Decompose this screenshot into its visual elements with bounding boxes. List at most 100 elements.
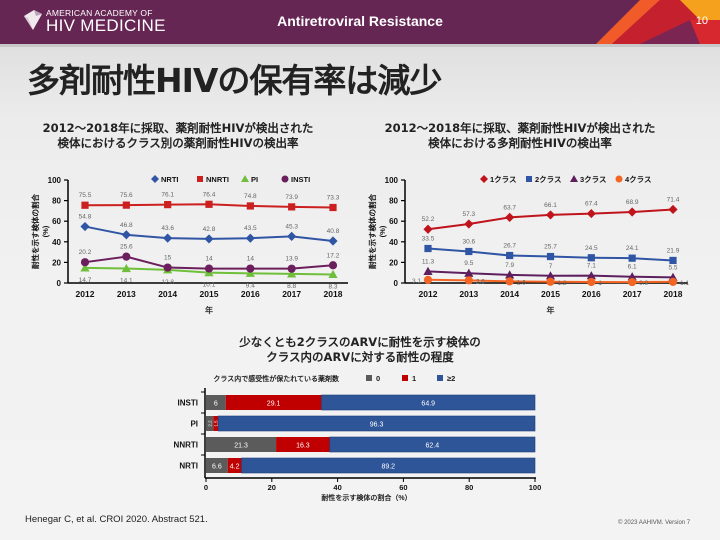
right-x-tick-label: 2015 — [541, 289, 560, 299]
left-point-INSTI-2014 — [163, 263, 172, 272]
left-y-tick-label: 40 — [52, 238, 61, 247]
right-point-2クラス-2013 — [465, 247, 473, 256]
right-point-2クラス-2016 — [587, 254, 595, 262]
left-x-tick-label: 2014 — [158, 289, 177, 299]
left-data-label-NRTI-2012: 54.8 — [79, 214, 92, 221]
left-x-tick-label: 2017 — [282, 289, 301, 299]
bar-data-label-INSTI-1: 29.1 — [267, 401, 281, 408]
left-chart-title-line2: 検体におけるクラス別の薬剤耐性HIVの検出率 — [57, 136, 299, 150]
left-legend-marker-3 — [281, 175, 289, 183]
decor-stripe-orange — [596, 0, 660, 44]
bar-data-label-NRTI-1: 4.2 — [230, 464, 240, 471]
left-point-INSTI-2013 — [122, 252, 131, 261]
slide-title: 多剤耐性HIVの保有率は減少 — [27, 61, 442, 100]
right-point-4クラス-2017 — [628, 277, 637, 287]
left-y-tick-label: 100 — [48, 176, 62, 185]
right-point-3クラス-2013 — [464, 268, 474, 277]
left-data-label-NRTI-2018: 40.8 — [327, 228, 340, 235]
left-data-label-NNRTI-2015: 76.4 — [203, 191, 216, 198]
bar-segment-NNRTI-0 — [206, 437, 277, 452]
left-point-PI-2017 — [287, 269, 297, 278]
left-point-NRTI-2013 — [121, 230, 131, 240]
right-chart-title-line2: 検体における多剤耐性HIVの検出率 — [428, 136, 612, 150]
right-point-4クラス-2014 — [505, 277, 514, 286]
left-x-tick-label: 2018 — [324, 289, 343, 299]
left-point-NRTI-2012 — [80, 221, 90, 232]
left-point-INSTI-2016 — [246, 264, 255, 273]
bar-legend-swatch-2 — [437, 375, 443, 381]
bar-segment-NRTI-1 — [227, 458, 242, 473]
bar-segment-PI-0 — [206, 416, 214, 431]
page-number: 10 — [695, 15, 708, 27]
right-data-label-2クラス-2018: 21.9 — [667, 247, 680, 254]
right-data-label-4クラス-2018: 1.1 — [680, 280, 689, 287]
right-point-2クラス-2014 — [506, 251, 514, 260]
right-x-axis-title: 年 — [547, 305, 555, 315]
bar-x-tick-label-0: 0 — [204, 483, 208, 492]
right-chart-title: 2012〜2018年に採取、薬剤耐性HIVが検出された 検体における多剤耐性HI… — [370, 121, 670, 151]
left-data-label-INSTI-2018: 17.2 — [327, 252, 340, 259]
right-data-label-2クラス-2013: 30.6 — [463, 238, 476, 245]
bar-segment-INSTI-1 — [225, 395, 322, 410]
bar-data-label-NNRTI-≥2: 62.4 — [426, 443, 440, 450]
left-point-PI-2013 — [121, 263, 131, 273]
left-y-tick-label: 0 — [57, 279, 62, 288]
bar-data-label-PI-0: 2.2 — [208, 420, 213, 427]
bar-x-tick-label-60: 60 — [399, 483, 407, 492]
bar-category-label-PI: PI — [190, 420, 198, 429]
right-data-label-4クラス-2012: 3.1 — [412, 278, 421, 285]
right-data-label-1クラス-2013: 57.3 — [463, 211, 476, 218]
right-point-1クラス-2013 — [464, 219, 474, 229]
left-point-NRTI-2017 — [287, 231, 297, 241]
bar-segment-PI-1 — [213, 416, 219, 431]
bar-category-label-NRTI: NRTI — [179, 462, 198, 471]
right-x-tick-label: 2018 — [664, 289, 683, 299]
left-point-NNRTI-2013 — [122, 201, 130, 209]
bar-segment-NRTI-≥2 — [241, 457, 536, 474]
right-chart-title-line1: 2012〜2018年に採取、薬剤耐性HIVが検出された — [384, 121, 656, 135]
left-x-tick-label: 2013 — [117, 289, 136, 299]
right-data-label-1クラス-2015: 66.1 — [544, 202, 557, 209]
right-data-label-1クラス-2018: 71.4 — [667, 196, 680, 203]
bar-segment-NRTI-0 — [206, 458, 228, 473]
bar-legend-title: クラス内で感受性が保たれている薬剤数 — [213, 374, 340, 383]
right-point-4クラス-2013 — [464, 276, 473, 285]
left-data-label-PI-2017: 8.8 — [287, 283, 296, 290]
bar-data-label-NRTI-≥2: 89.2 — [381, 464, 395, 471]
right-point-3クラス-2014 — [505, 270, 515, 279]
slide-header: AMERICAN ACADEMY OF HIV MEDICINE Antiret… — [0, 0, 720, 44]
left-legend-marker-2 — [241, 175, 249, 182]
left-point-INSTI-2017 — [287, 264, 296, 273]
bar-data-label-NNRTI-0: 21.3 — [234, 443, 248, 450]
right-data-label-1クラス-2016: 67.4 — [585, 201, 598, 208]
right-point-4クラス-2012 — [423, 275, 433, 284]
left-point-NNRTI-2016 — [246, 202, 254, 210]
left-point-NRTI-2015 — [204, 234, 214, 244]
bar-data-label-NNRTI-1: 16.3 — [296, 443, 310, 450]
right-data-label-1クラス-2017: 68.9 — [626, 199, 639, 206]
left-point-PI-2018 — [328, 269, 338, 279]
right-data-label-2クラス-2015: 25.7 — [544, 244, 557, 251]
left-point-NNRTI-2012 — [81, 201, 89, 209]
left-point-NNRTI-2018 — [329, 203, 337, 212]
right-point-3クラス-2017 — [627, 272, 637, 281]
right-point-3クラス-2016 — [586, 271, 596, 280]
bar-x-tick-label-100: 100 — [529, 483, 542, 492]
right-x-tick-label: 2014 — [500, 289, 519, 299]
right-data-label-2クラス-2016: 24.5 — [585, 245, 598, 252]
left-data-label-INSTI-2014: 15 — [164, 255, 172, 262]
logo-line2: HIV MEDICINE — [46, 16, 166, 35]
citation: Henegar C, et al. CROI 2020. Abstract 52… — [25, 514, 208, 525]
bar-segment-PI-≥2 — [217, 415, 536, 432]
right-y-tick-label: 60 — [389, 217, 398, 226]
left-point-NNRTI-2017 — [288, 203, 296, 211]
right-y-axis-title-line1: 耐性を示す検体の割合 — [367, 194, 377, 269]
left-data-label-INSTI-2016: 14 — [247, 256, 255, 263]
right-point-4クラス-2015 — [546, 277, 555, 286]
left-data-label-NRTI-2015: 42.8 — [203, 226, 216, 233]
right-legend-label-3: 4クラス — [625, 174, 652, 184]
right-point-2クラス-2015 — [546, 252, 555, 261]
bar-chart-title-line2: クラス内のARVに対する耐性の程度 — [266, 350, 454, 364]
bar-segment-INSTI-0 — [206, 395, 226, 410]
left-data-label-NNRTI-2013: 75.6 — [120, 192, 133, 199]
